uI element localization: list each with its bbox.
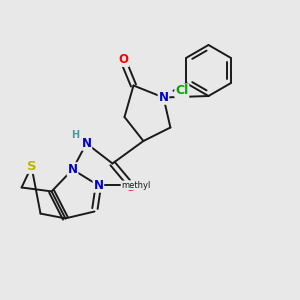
Text: O: O [125,181,136,194]
Text: N: N [93,179,103,192]
Text: H: H [71,130,79,140]
Text: S: S [27,160,36,173]
Text: methyl: methyl [122,181,151,190]
Text: O: O [118,53,129,66]
Text: Cl: Cl [175,84,188,97]
Text: N: N [158,91,169,104]
Text: N: N [81,137,92,150]
Text: N: N [68,163,78,176]
